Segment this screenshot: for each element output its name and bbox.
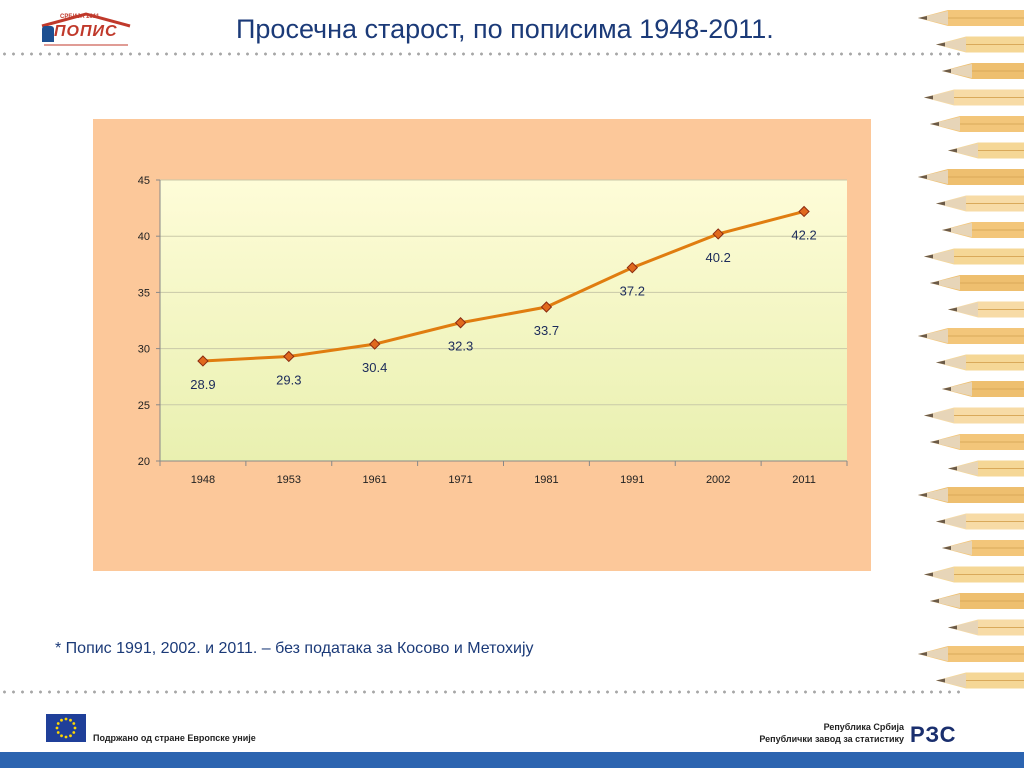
pencil-icon <box>918 487 1024 503</box>
data-point <box>540 301 553 313</box>
pencil-icon <box>930 434 1024 450</box>
pencil-icon <box>930 593 1024 609</box>
eu-star-icon <box>64 735 68 739</box>
pencil-icon <box>930 275 1024 291</box>
eu-star-icon <box>69 734 72 738</box>
pencil-icon <box>924 89 1024 106</box>
logo-main-text: ПОПИС <box>54 23 118 40</box>
chart-frame: 20 25 30 35 40 45 1948 1953 1961 1971 1981 1991 200… <box>93 119 871 571</box>
pencil-icon <box>936 354 1024 371</box>
eu-star-icon <box>72 731 76 734</box>
pencil-icon <box>936 513 1024 530</box>
pencil-icon <box>918 328 1024 344</box>
pencil-icon <box>948 619 1024 636</box>
data-point <box>798 205 810 218</box>
data-label: 30.4 <box>362 360 387 375</box>
data-label: 28.9 <box>190 377 215 392</box>
data-point <box>712 228 724 240</box>
people-icon <box>42 26 54 42</box>
pencil-icon <box>942 540 1024 556</box>
x-tick-label: 1948 <box>191 474 215 486</box>
data-point <box>626 261 639 274</box>
pencil-icon <box>948 460 1024 477</box>
y-tick-label: 20 <box>138 456 150 468</box>
rzs-logo: РЗС <box>910 722 957 747</box>
pencil-icon <box>942 381 1024 397</box>
pencil-icon <box>918 169 1024 185</box>
eu-star-icon <box>73 726 77 730</box>
popis-logo: СРБИЈА 2011 ПОПИС <box>40 12 132 48</box>
data-label: 32.3 <box>448 339 473 354</box>
rzs-institute-text: Републички завод за статистику <box>759 734 904 744</box>
y-tick-label: 30 <box>138 344 150 356</box>
eu-star-icon <box>56 731 60 734</box>
pencil-icon <box>924 248 1024 265</box>
pencil-icon <box>918 10 1024 26</box>
pencil-icon <box>948 142 1024 159</box>
plot-area <box>160 180 847 461</box>
pencil-icon <box>930 116 1024 132</box>
bottom-dotted-divider <box>0 690 960 694</box>
y-tick-label: 45 <box>138 175 150 187</box>
eu-stars-icon <box>55 717 77 739</box>
pencil-icon <box>948 301 1024 318</box>
eu-flag-icon <box>46 714 86 742</box>
data-label: 29.3 <box>276 372 301 387</box>
data-point <box>368 338 381 350</box>
x-tick-label: 1981 <box>534 474 558 486</box>
eu-support-text: Подржано од стране Европске уније <box>93 733 256 743</box>
eu-star-icon <box>60 718 63 722</box>
pencil-icon <box>924 566 1024 583</box>
pencils-decoration <box>918 10 1024 689</box>
y-tick-label: 25 <box>138 400 150 412</box>
footnote: * Попис 1991, 2002. и 2011. – без подата… <box>55 640 534 657</box>
pencil-icon <box>918 646 1024 662</box>
logo-top-text: СРБИЈА 2011 <box>60 14 100 20</box>
pencil-icon <box>942 222 1024 238</box>
x-tick-label: 1991 <box>620 474 644 486</box>
data-label: 33.7 <box>534 323 559 338</box>
x-tick-label: 1953 <box>277 474 301 486</box>
pencil-icon <box>936 672 1024 689</box>
x-tick-label: 1961 <box>362 474 386 486</box>
pencil-icon <box>942 63 1024 79</box>
y-tick-label: 40 <box>138 231 150 243</box>
data-point <box>454 317 467 329</box>
footer-bar <box>0 752 1024 768</box>
pencil-icon <box>936 195 1024 212</box>
x-tick-label: 1971 <box>448 474 472 486</box>
page-title: Просечна старост, по пописима 1948-2011. <box>236 14 774 44</box>
top-dotted-divider <box>0 52 960 56</box>
eu-star-icon <box>56 722 60 725</box>
data-label: 42.2 <box>791 227 816 242</box>
pencil-icon <box>936 36 1024 53</box>
house-roof-icon <box>41 12 131 46</box>
x-tick-label: 2002 <box>706 474 730 486</box>
eu-star-icon <box>60 734 63 738</box>
eu-star-icon <box>55 726 59 730</box>
line-chart: 20 25 30 35 40 45 1948 1953 1961 1971 1981 1991 200… <box>138 175 848 486</box>
pencil-icon <box>924 407 1024 424</box>
data-point <box>283 350 295 363</box>
x-tick-label: 2011 <box>792 474 816 486</box>
rzs-republic-text: Република Србија <box>823 722 904 732</box>
eu-star-icon <box>69 718 72 722</box>
y-tick-label: 35 <box>138 287 150 299</box>
eu-star-icon <box>72 722 76 725</box>
data-point <box>197 355 209 367</box>
series-line <box>202 210 805 363</box>
eu-star-icon <box>64 717 68 721</box>
data-label: 37.2 <box>620 284 645 299</box>
data-label: 40.2 <box>706 250 731 265</box>
